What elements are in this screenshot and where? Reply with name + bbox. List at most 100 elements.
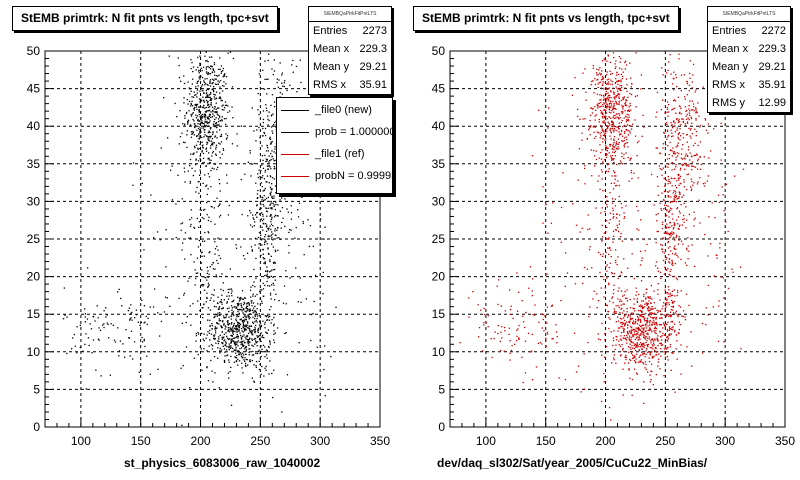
data-point bbox=[655, 347, 657, 350]
data-point bbox=[243, 320, 246, 322]
data-point bbox=[224, 351, 226, 353]
data-point bbox=[215, 75, 218, 77]
data-point bbox=[510, 305, 512, 307]
data-point bbox=[208, 176, 211, 178]
data-point bbox=[612, 213, 615, 215]
data-point bbox=[661, 169, 663, 171]
data-point bbox=[695, 135, 697, 137]
data-point bbox=[213, 90, 215, 93]
left-plot-title: StEMB primtrk: N fit pnts vs length, tpc… bbox=[12, 6, 278, 31]
data-point bbox=[288, 244, 290, 247]
data-point bbox=[267, 319, 269, 321]
data-point bbox=[181, 322, 183, 325]
data-point bbox=[195, 272, 197, 274]
data-point bbox=[680, 153, 683, 155]
data-point bbox=[86, 318, 89, 320]
data-point bbox=[274, 299, 276, 301]
data-point bbox=[223, 109, 225, 111]
data-point bbox=[603, 120, 605, 122]
data-point bbox=[629, 158, 632, 160]
data-point bbox=[713, 128, 715, 130]
data-point bbox=[623, 258, 625, 260]
data-point bbox=[186, 146, 188, 148]
data-point bbox=[230, 339, 232, 342]
data-point bbox=[642, 353, 644, 355]
data-point bbox=[611, 362, 613, 364]
data-point bbox=[266, 175, 269, 177]
data-point bbox=[610, 103, 613, 105]
data-point bbox=[620, 354, 622, 356]
data-point bbox=[642, 315, 644, 318]
data-point bbox=[160, 147, 162, 149]
data-point bbox=[618, 114, 621, 116]
data-point bbox=[230, 345, 232, 347]
data-point bbox=[647, 320, 649, 323]
data-point bbox=[269, 186, 272, 188]
left-stats-row-rms-x: RMS x 35.91 bbox=[309, 76, 391, 94]
data-point bbox=[671, 261, 673, 263]
data-point bbox=[212, 262, 214, 264]
data-point bbox=[601, 111, 603, 113]
data-point bbox=[546, 306, 549, 308]
data-point bbox=[228, 346, 230, 348]
data-point bbox=[198, 120, 201, 122]
data-point bbox=[271, 319, 273, 321]
data-point bbox=[679, 193, 681, 196]
data-point bbox=[209, 56, 211, 58]
data-point bbox=[610, 73, 612, 75]
data-point bbox=[272, 246, 274, 248]
data-point bbox=[204, 118, 207, 120]
data-point bbox=[227, 298, 230, 300]
data-point bbox=[268, 53, 270, 55]
data-point bbox=[663, 132, 666, 134]
data-point bbox=[625, 354, 627, 357]
data-point bbox=[605, 138, 607, 140]
data-point bbox=[678, 210, 681, 212]
data-point bbox=[656, 337, 658, 339]
data-point bbox=[635, 362, 637, 364]
data-point bbox=[614, 198, 616, 200]
data-point bbox=[256, 193, 259, 195]
data-point bbox=[201, 269, 203, 271]
data-point bbox=[631, 351, 633, 353]
data-point bbox=[217, 237, 219, 239]
data-point bbox=[718, 300, 720, 302]
data-point bbox=[200, 122, 202, 124]
data-point bbox=[232, 330, 235, 333]
data-point bbox=[625, 136, 627, 138]
data-point bbox=[635, 330, 638, 332]
data-point bbox=[212, 69, 215, 71]
data-point bbox=[216, 107, 219, 109]
data-point bbox=[648, 296, 650, 298]
data-point bbox=[686, 113, 689, 116]
data-point bbox=[627, 109, 629, 112]
data-point bbox=[682, 120, 684, 123]
data-point bbox=[219, 68, 221, 70]
data-point bbox=[268, 111, 270, 113]
data-point bbox=[270, 200, 272, 203]
data-point bbox=[198, 108, 200, 111]
data-point bbox=[589, 228, 591, 230]
data-point bbox=[560, 206, 563, 209]
data-point bbox=[258, 339, 261, 341]
data-point bbox=[223, 360, 226, 362]
data-point bbox=[265, 354, 268, 356]
data-point bbox=[190, 254, 192, 256]
data-point bbox=[671, 263, 673, 265]
data-point bbox=[682, 137, 685, 139]
data-point bbox=[608, 78, 610, 80]
data-point bbox=[620, 290, 623, 292]
data-point bbox=[197, 333, 200, 335]
data-point bbox=[213, 63, 216, 66]
data-point bbox=[215, 146, 217, 148]
data-point bbox=[645, 327, 648, 329]
data-point bbox=[195, 104, 198, 106]
data-point bbox=[623, 124, 625, 126]
data-point bbox=[640, 325, 643, 327]
data-point bbox=[614, 178, 616, 180]
data-point bbox=[613, 93, 615, 95]
data-point bbox=[613, 171, 616, 173]
data-point bbox=[666, 303, 668, 306]
data-point bbox=[672, 192, 674, 194]
data-point bbox=[619, 345, 622, 347]
